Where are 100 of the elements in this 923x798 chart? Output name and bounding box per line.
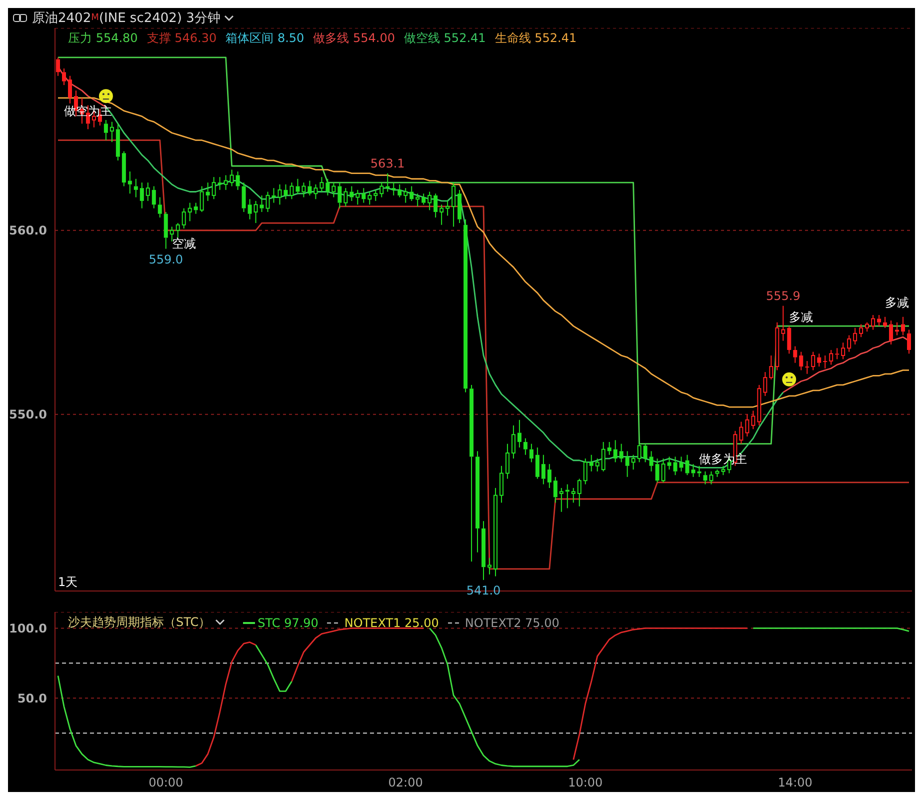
candlestick	[308, 180, 312, 196]
chart-title: 原油2402$^{M}$(INE sc2402) 3分钟	[32, 10, 220, 27]
candlestick	[517, 419, 522, 448]
legend-label: STC 97.90	[258, 616, 318, 630]
x-tick-label: 02:00	[388, 776, 423, 790]
candlestick	[428, 191, 432, 211]
candlestick	[787, 326, 792, 354]
candlestick	[164, 211, 168, 250]
candlestick	[392, 182, 396, 196]
candlestick	[224, 174, 228, 190]
candlestick	[625, 450, 630, 478]
candlestick	[889, 320, 894, 345]
candlestick	[194, 202, 198, 214]
candlestick	[655, 458, 660, 483]
candlestick	[499, 465, 504, 504]
candlestick	[823, 354, 828, 369]
line-series	[57, 56, 910, 445]
candlestick	[703, 470, 708, 485]
annotation: 559.0	[148, 252, 184, 266]
candlestick	[685, 454, 690, 476]
candlestick	[553, 476, 558, 504]
annotation: 563.1	[370, 156, 405, 170]
candlestick	[793, 346, 798, 364]
annotation: 1天	[58, 575, 78, 590]
line-series	[57, 140, 910, 570]
candlestick	[62, 68, 66, 86]
text: 做多线 554.00	[313, 30, 395, 47]
candlestick	[410, 186, 414, 202]
candlestick	[679, 456, 684, 472]
candlestick	[416, 193, 420, 207]
candlestick	[649, 450, 654, 472]
legend-label: NOTEXT2 75.00	[464, 616, 560, 630]
candlestick	[296, 178, 300, 194]
candlestick	[619, 443, 624, 463]
x-tick-label: 14:00	[778, 776, 812, 790]
candlestick	[134, 178, 138, 198]
candlestick	[482, 520, 486, 580]
candlestick	[338, 182, 342, 209]
candlestick	[362, 188, 366, 204]
candlestick	[511, 424, 516, 460]
candlestick	[128, 171, 132, 194]
candlestick	[284, 184, 288, 200]
candlestick	[535, 446, 540, 480]
candlestick	[242, 182, 246, 212]
candlestick	[901, 316, 906, 336]
y-tick-label: 50.0	[17, 691, 47, 706]
candlestick	[541, 454, 546, 485]
candlestick	[817, 353, 822, 368]
candlestick	[248, 198, 252, 220]
candlestick	[589, 454, 594, 472]
candlestick	[398, 184, 402, 198]
y-tick-label: 100.0	[9, 621, 47, 636]
candlestick	[835, 348, 840, 360]
candlestick	[470, 384, 474, 562]
candlestick	[805, 360, 810, 374]
candlestick	[523, 438, 528, 456]
candlestick	[691, 464, 696, 478]
annotation: 多减	[885, 295, 910, 310]
text: 做空线 552.41	[404, 30, 486, 47]
candlestick	[278, 184, 282, 206]
annotation: 空减	[172, 236, 196, 251]
candlestick	[547, 464, 552, 488]
candlestick	[487, 557, 492, 575]
candlestick	[613, 440, 618, 463]
candlestick	[146, 182, 150, 202]
candlestick	[667, 456, 672, 470]
candlestick	[895, 322, 900, 336]
candlestick	[152, 186, 156, 209]
candlestick	[188, 202, 192, 222]
x-tick-label: 00:00	[148, 776, 184, 790]
candlestick	[206, 182, 210, 202]
candlestick	[529, 443, 534, 463]
candlestick	[883, 316, 888, 328]
x-tick-label: 10:00	[568, 776, 603, 790]
candlestick	[68, 75, 72, 104]
candlestick	[158, 196, 162, 218]
candlestick	[505, 443, 510, 480]
candlestick	[350, 186, 354, 202]
candlestick	[446, 200, 450, 216]
candlestick	[116, 123, 120, 161]
candlestick	[673, 456, 678, 476]
candlestick	[476, 450, 480, 553]
candlestick	[140, 182, 144, 209]
candlestick	[907, 329, 912, 354]
candlestick	[739, 421, 744, 444]
candlestick	[326, 178, 330, 196]
legend-label: NOTEXT1 25.00	[344, 616, 439, 630]
candlestick	[493, 487, 498, 577]
candlestick	[56, 56, 60, 76]
candlestick	[104, 119, 108, 141]
candlestick	[368, 191, 372, 206]
y-tick-label: 560.0	[9, 224, 47, 238]
candlestick	[799, 351, 804, 371]
y-tick-label: 550.0	[9, 408, 47, 422]
candlestick	[236, 171, 240, 190]
candlestick	[458, 189, 462, 224]
chart-title: 沙夫趋势周期指标（STC）	[68, 615, 211, 629]
annotation: 555.9	[766, 288, 800, 303]
text: 支撑 546.30	[146, 30, 217, 47]
candlestick	[218, 176, 222, 190]
